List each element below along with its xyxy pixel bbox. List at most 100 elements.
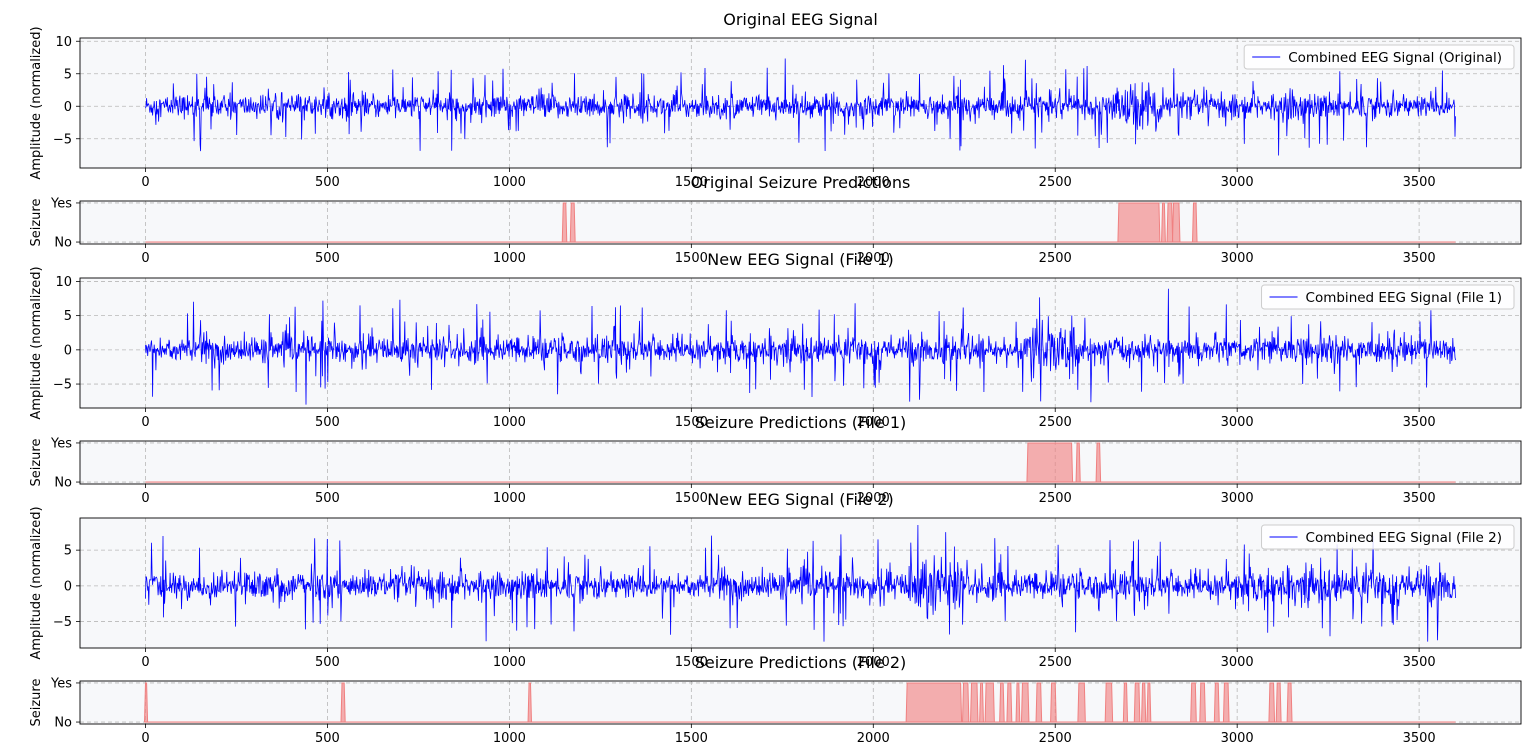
x-tick-label: 500 xyxy=(315,251,340,266)
y-axis-label: Amplitude (normalized) xyxy=(29,26,44,179)
axes-frame xyxy=(79,517,1522,649)
eeg-signal-line xyxy=(145,58,1456,156)
axes-frame xyxy=(79,37,1522,169)
eeg-signal-line xyxy=(145,288,1456,405)
x-tick-label: 3500 xyxy=(1403,175,1436,190)
seizure-interval xyxy=(1050,682,1057,723)
x-tick-label: 3500 xyxy=(1403,655,1436,670)
seizure-interval xyxy=(1122,682,1129,723)
x-tick-label: 2500 xyxy=(1039,175,1072,190)
y-tick-label: 10 xyxy=(55,35,72,50)
x-tick-label: 3500 xyxy=(1403,251,1436,266)
x-tick-label: 1500 xyxy=(675,415,708,430)
seizure-interval xyxy=(1213,682,1220,723)
x-tick-label: 0 xyxy=(141,175,149,190)
seizure-interval xyxy=(1190,682,1197,723)
plot-background xyxy=(80,441,1521,484)
x-tick-label: 2000 xyxy=(857,655,890,670)
seizure-interval xyxy=(1133,682,1141,723)
subplot-2: 0 500 1000 1500 2000 2500 3000 3500 No Yes Seizure… xyxy=(29,173,1522,266)
seizure-interval xyxy=(1006,682,1013,723)
seizure-interval xyxy=(962,682,970,723)
x-tick-label: 500 xyxy=(315,491,340,506)
x-tick-label: 1500 xyxy=(675,731,708,746)
y-tick-label: 0 xyxy=(64,343,72,358)
x-tick-label: 500 xyxy=(315,175,340,190)
x-tick-label: 1500 xyxy=(675,175,708,190)
legend: Combined EEG Signal (File 2) xyxy=(1261,524,1515,550)
seizure-interval xyxy=(1077,682,1086,723)
y-tick-label: 0 xyxy=(64,100,72,115)
x-tick-label: 3000 xyxy=(1221,655,1254,670)
y-tick-label: −5 xyxy=(53,378,72,393)
seizure-interval xyxy=(527,682,533,723)
subplot-title: New EEG Signal (File 2) xyxy=(707,490,893,509)
axes-frame xyxy=(79,440,1522,485)
y-axis-label: Seizure xyxy=(29,679,44,727)
x-tick-label: 1000 xyxy=(493,731,526,746)
axes-frame xyxy=(79,277,1522,409)
y-tick-label: −5 xyxy=(53,132,72,147)
x-tick-label: 0 xyxy=(141,491,149,506)
seizure-interval xyxy=(143,682,149,723)
subplot-title: Seizure Predictions (File 1) xyxy=(695,413,907,432)
seizure-interval xyxy=(979,682,984,723)
x-tick-label: 2500 xyxy=(1039,251,1072,266)
subplot-5: 0 500 1000 1500 2000 2500 3000 3500 −5 0 5 Amplitud… xyxy=(29,490,1522,670)
plot-background xyxy=(80,201,1521,244)
x-tick-label: 3000 xyxy=(1221,251,1254,266)
x-tick-label: 1000 xyxy=(493,415,526,430)
seizure-interval xyxy=(1075,442,1081,483)
seizure-interval xyxy=(905,682,963,723)
x-tick-label: 1000 xyxy=(493,655,526,670)
x-tick-label: 500 xyxy=(315,415,340,430)
seizure-interval xyxy=(561,202,568,243)
x-tick-label: 1000 xyxy=(493,251,526,266)
x-tick-label: 3000 xyxy=(1221,491,1254,506)
seizure-interval xyxy=(1222,682,1230,723)
subplot-title: Original EEG Signal xyxy=(723,10,878,29)
x-tick-label: 500 xyxy=(315,655,340,670)
axes-frame xyxy=(79,200,1522,245)
x-tick-label: 1500 xyxy=(675,491,708,506)
y-tick-label: 5 xyxy=(64,544,72,559)
x-tick-label: 3500 xyxy=(1403,491,1436,506)
axes-frame xyxy=(79,680,1522,725)
x-tick-label: 1500 xyxy=(675,251,708,266)
seizure-interval xyxy=(1026,442,1074,483)
seizure-interval xyxy=(340,682,346,723)
x-tick-label: 500 xyxy=(315,731,340,746)
legend-box xyxy=(1261,524,1515,550)
x-tick-label: 2000 xyxy=(857,415,890,430)
y-tick-label: No xyxy=(54,716,72,731)
x-tick-label: 3000 xyxy=(1221,415,1254,430)
legend-box xyxy=(1261,284,1515,310)
x-tick-label: 0 xyxy=(141,415,149,430)
legend-box xyxy=(1243,44,1515,70)
y-tick-label: Yes xyxy=(50,676,72,691)
x-tick-label: 0 xyxy=(141,251,149,266)
x-tick-label: 1500 xyxy=(675,655,708,670)
seizure-interval xyxy=(999,682,1005,723)
x-tick-label: 1000 xyxy=(493,491,526,506)
x-tick-label: 3000 xyxy=(1221,731,1254,746)
seizure-interval xyxy=(1095,442,1102,483)
seizure-interval xyxy=(1199,682,1206,723)
subplot-title: Original Seizure Predictions xyxy=(691,173,911,192)
seizure-interval xyxy=(1020,682,1030,723)
subplot-1: 0 500 1000 1500 2000 2500 3000 3500 −5 0 5 10 Amplit… xyxy=(29,10,1522,190)
y-tick-label: 10 xyxy=(55,275,72,290)
x-tick-label: 0 xyxy=(141,655,149,670)
x-tick-label: 2000 xyxy=(857,731,890,746)
seizure-interval xyxy=(1171,202,1181,243)
subplot-title: Seizure Predictions (File 2) xyxy=(695,653,907,672)
seizure-interval xyxy=(1191,202,1198,243)
y-tick-label: −5 xyxy=(53,615,72,630)
legend-label: Combined EEG Signal (Original) xyxy=(1288,50,1502,66)
y-tick-label: 5 xyxy=(64,67,72,82)
plot-background xyxy=(80,681,1521,724)
x-tick-label: 2500 xyxy=(1039,655,1072,670)
legend: Combined EEG Signal (Original) xyxy=(1243,44,1515,70)
x-tick-label: 2000 xyxy=(857,251,890,266)
y-tick-label: No xyxy=(54,476,72,491)
